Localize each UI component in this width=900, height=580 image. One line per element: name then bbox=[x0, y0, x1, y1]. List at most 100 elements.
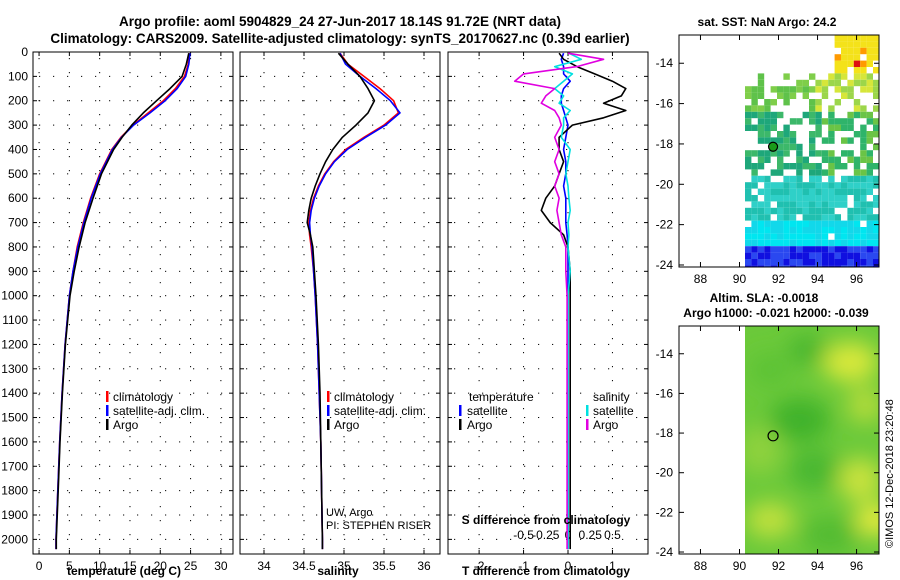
map-lon-label: 96 bbox=[850, 272, 864, 286]
sst-pixel bbox=[783, 86, 790, 93]
sst-pixel bbox=[783, 201, 790, 208]
sst-pixel bbox=[796, 150, 803, 157]
sst-pixel bbox=[841, 86, 848, 93]
sst-pixel bbox=[764, 156, 771, 163]
sst-pixel bbox=[860, 195, 867, 202]
sst-pixel bbox=[847, 60, 854, 67]
sst-pixel bbox=[809, 163, 816, 170]
sst-pixel bbox=[745, 239, 752, 247]
sst-pixel bbox=[873, 265, 879, 267]
sst-pixel bbox=[764, 227, 771, 234]
legend-swatch-satellite bbox=[327, 405, 330, 416]
sst-pixel bbox=[853, 220, 861, 227]
y-tick-label: 800 bbox=[8, 240, 28, 254]
sst-pixel bbox=[866, 79, 873, 87]
sst-pixel bbox=[853, 99, 861, 106]
sst-pixel bbox=[821, 214, 829, 221]
sst-pixel bbox=[745, 195, 752, 202]
sst-pixel bbox=[828, 150, 835, 157]
sst-pixel bbox=[866, 60, 873, 67]
sst-pixel bbox=[783, 265, 790, 267]
sst-pixel bbox=[853, 207, 861, 215]
sst-pixel bbox=[757, 92, 765, 99]
sst-pixel bbox=[764, 137, 771, 144]
sst-pixel bbox=[860, 131, 867, 138]
sst-pixel bbox=[745, 265, 752, 267]
sst-pixel bbox=[873, 175, 879, 183]
sst-pixel bbox=[783, 150, 790, 157]
sst-pixel bbox=[873, 143, 879, 151]
y-tick-label: 200 bbox=[8, 94, 28, 108]
sst-pixel bbox=[853, 67, 861, 74]
difference-x-tick-label: 1 bbox=[609, 559, 616, 573]
sst-pixel bbox=[745, 111, 752, 119]
map-lat-label: -24 bbox=[656, 545, 674, 559]
salinity-x-tick-label: 36 bbox=[417, 559, 431, 573]
sst-pixel bbox=[751, 86, 758, 93]
sst-pixel bbox=[821, 118, 829, 125]
sst-pixel bbox=[757, 175, 765, 183]
sst-pixel bbox=[764, 201, 771, 208]
sst-pixel bbox=[821, 207, 829, 215]
map-lon-label: 94 bbox=[811, 272, 825, 286]
sst-pixel bbox=[853, 233, 861, 240]
sst-pixel bbox=[777, 182, 784, 189]
sst-pixel bbox=[815, 265, 822, 267]
sst-pixel bbox=[815, 214, 822, 221]
y-tick-label: 1400 bbox=[1, 386, 28, 400]
map-lat-label: -16 bbox=[656, 97, 674, 111]
sst-pixel bbox=[757, 79, 765, 87]
sst-pixel bbox=[764, 182, 771, 189]
salinity-legend: climatology satellite-adj. clim. Argo bbox=[327, 390, 426, 432]
sst-pixel bbox=[821, 195, 829, 202]
sst-pixel bbox=[770, 124, 777, 131]
sst-pixel bbox=[866, 54, 873, 61]
sst-pixel bbox=[873, 201, 879, 208]
sst-pixel bbox=[866, 239, 873, 247]
sst-pixel bbox=[802, 79, 809, 87]
sst-pixel bbox=[815, 86, 822, 93]
sst-pixel bbox=[783, 220, 790, 227]
sst-pixel bbox=[834, 99, 841, 106]
sst-pixel bbox=[841, 118, 848, 125]
sst-pixel bbox=[841, 150, 848, 157]
sst-pixel bbox=[777, 111, 784, 119]
sst-pixel bbox=[815, 259, 822, 266]
sst-pixel bbox=[860, 73, 867, 80]
sst-pixel bbox=[757, 220, 765, 227]
sst-pixel bbox=[860, 111, 867, 119]
sst-pixel bbox=[847, 54, 854, 61]
sst-pixel bbox=[873, 259, 879, 266]
sst-pixel bbox=[809, 86, 816, 93]
sst-pixel bbox=[847, 111, 854, 119]
sst-pixel bbox=[809, 239, 816, 247]
sst-pixel bbox=[789, 220, 797, 227]
sst-pixel bbox=[841, 124, 848, 131]
sst-pixel bbox=[860, 169, 867, 176]
sst-pixel bbox=[828, 201, 835, 208]
salinity-x-tick-label: 34 bbox=[257, 559, 271, 573]
sst-pixel bbox=[821, 182, 829, 189]
sst-pixel bbox=[866, 137, 873, 144]
sst-pixel bbox=[809, 131, 816, 138]
sst-pixel bbox=[873, 214, 879, 221]
sst-pixel bbox=[828, 163, 835, 170]
map-lon-label: 90 bbox=[733, 272, 747, 286]
sst-pixel bbox=[853, 227, 861, 234]
sst-pixel bbox=[751, 239, 758, 247]
y-tick-label: 1800 bbox=[1, 484, 28, 498]
difference-top-axis-label: S difference from climatology bbox=[462, 513, 631, 527]
sst-pixel bbox=[834, 79, 841, 87]
sst-pixel bbox=[751, 99, 758, 106]
sst-pixel bbox=[809, 182, 816, 189]
sst-pixel bbox=[751, 227, 758, 234]
map-lat-label: -20 bbox=[656, 466, 674, 480]
sst-pixel bbox=[745, 259, 752, 266]
sst-pixel bbox=[821, 150, 829, 157]
sst-pixel bbox=[860, 252, 867, 259]
sst-pixel bbox=[873, 92, 879, 99]
sst-pixel bbox=[751, 259, 758, 266]
sst-pixel bbox=[860, 47, 867, 55]
sst-pixel bbox=[783, 175, 790, 183]
sst-pixel bbox=[853, 214, 861, 221]
